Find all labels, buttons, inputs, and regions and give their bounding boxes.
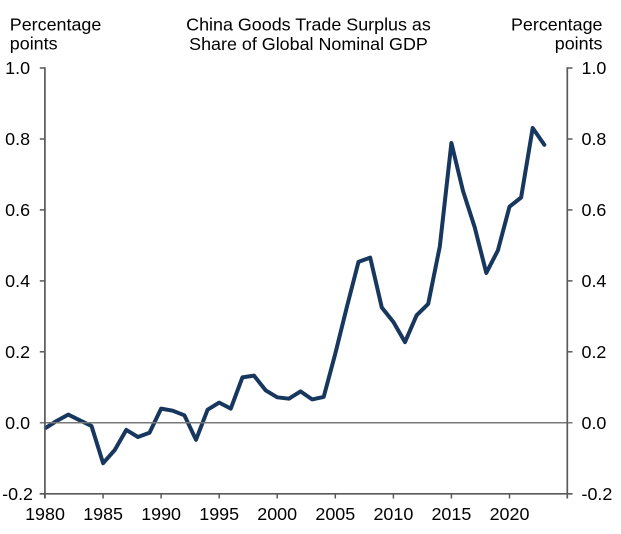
svg-text:0.4: 0.4: [5, 271, 30, 291]
svg-text:2010: 2010: [373, 504, 413, 524]
svg-text:-0.2: -0.2: [2, 484, 33, 504]
svg-text:1985: 1985: [83, 504, 123, 524]
svg-text:2005: 2005: [315, 504, 355, 524]
svg-text:1995: 1995: [199, 504, 239, 524]
svg-text:2015: 2015: [431, 504, 471, 524]
svg-text:0.4: 0.4: [582, 271, 607, 291]
svg-text:1980: 1980: [25, 504, 65, 524]
svg-text:China Goods Trade Surplus as: China Goods Trade Surplus as: [186, 15, 431, 35]
svg-text:Percentage: Percentage: [10, 14, 102, 34]
svg-text:0.8: 0.8: [5, 129, 30, 149]
svg-text:-0.2: -0.2: [582, 484, 613, 504]
svg-text:points: points: [10, 34, 58, 54]
svg-text:0.2: 0.2: [582, 342, 607, 362]
svg-text:2020: 2020: [490, 504, 530, 524]
svg-text:Share of Global Nominal GDP: Share of Global Nominal GDP: [189, 34, 428, 54]
svg-text:0.0: 0.0: [5, 413, 30, 433]
svg-text:2000: 2000: [257, 504, 297, 524]
svg-text:1.0: 1.0: [5, 58, 30, 78]
svg-text:0.8: 0.8: [582, 129, 607, 149]
svg-text:Percentage: Percentage: [511, 14, 603, 34]
svg-text:0.6: 0.6: [5, 200, 30, 220]
svg-text:1990: 1990: [141, 504, 181, 524]
svg-text:0.0: 0.0: [582, 413, 607, 433]
svg-text:0.6: 0.6: [582, 200, 607, 220]
svg-text:0.2: 0.2: [5, 342, 30, 362]
svg-text:1.0: 1.0: [582, 58, 607, 78]
svg-text:points: points: [555, 34, 603, 54]
